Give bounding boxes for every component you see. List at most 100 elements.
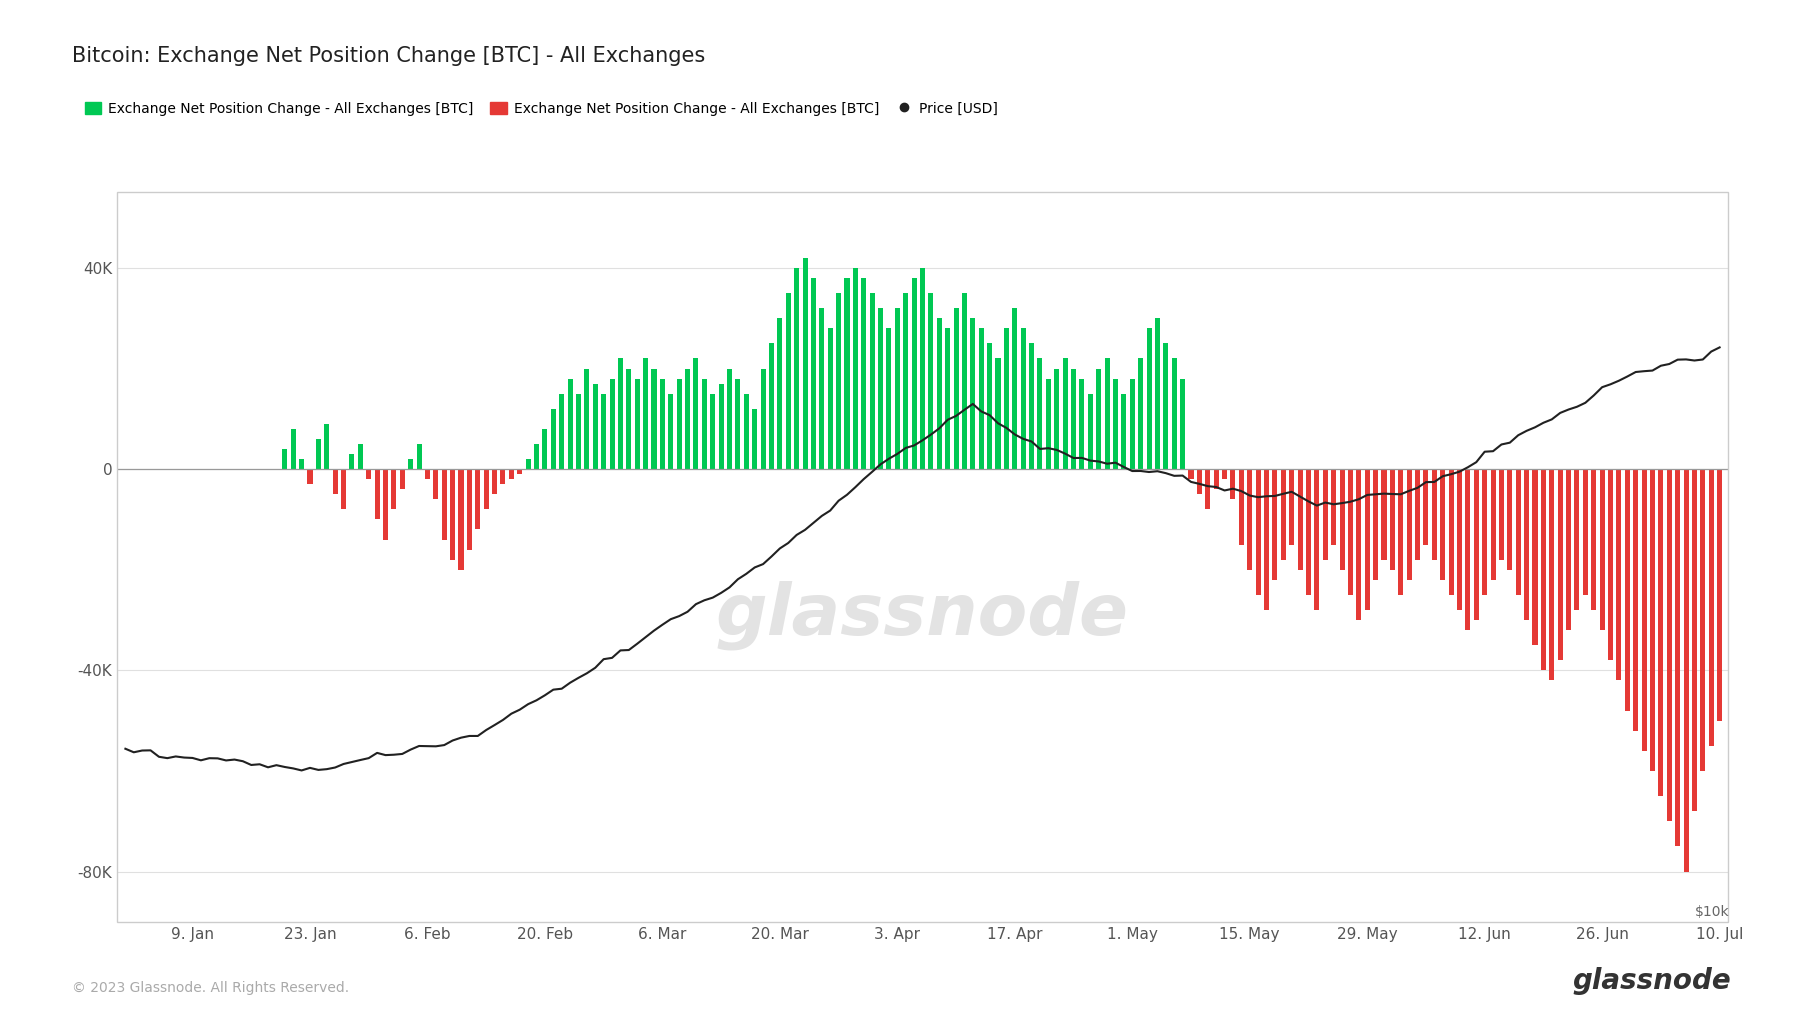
Bar: [1314, 469, 1319, 610]
Bar: [1181, 379, 1184, 469]
Bar: [1566, 469, 1571, 630]
Bar: [1130, 379, 1134, 469]
Bar: [1055, 369, 1058, 469]
Bar: [1667, 469, 1672, 822]
Bar: [466, 469, 472, 550]
Bar: [1206, 469, 1210, 510]
Bar: [526, 459, 531, 469]
Bar: [1080, 379, 1084, 469]
Bar: [1481, 469, 1487, 595]
Bar: [986, 343, 992, 469]
Bar: [643, 359, 648, 469]
Bar: [1163, 343, 1168, 469]
Bar: [1440, 469, 1445, 579]
Bar: [617, 359, 623, 469]
Bar: [484, 469, 490, 510]
Bar: [661, 379, 664, 469]
Bar: [1525, 469, 1530, 620]
Bar: [542, 428, 547, 469]
Bar: [1550, 469, 1555, 681]
Bar: [718, 384, 724, 469]
Bar: [450, 469, 455, 559]
Text: glassnode: glassnode: [1573, 966, 1732, 995]
Bar: [1507, 469, 1512, 569]
Bar: [535, 444, 538, 469]
Bar: [1121, 394, 1127, 469]
Bar: [1541, 469, 1546, 671]
Bar: [1465, 469, 1471, 630]
Bar: [911, 278, 916, 469]
Bar: [349, 454, 355, 469]
Bar: [1323, 469, 1328, 559]
Bar: [970, 318, 976, 469]
Bar: [853, 267, 859, 469]
Bar: [812, 278, 815, 469]
Bar: [995, 359, 1001, 469]
Bar: [1651, 469, 1654, 771]
Bar: [1273, 469, 1278, 579]
Bar: [1188, 469, 1193, 479]
Bar: [576, 394, 581, 469]
Bar: [769, 343, 774, 469]
Bar: [416, 444, 421, 469]
Bar: [904, 293, 909, 469]
Bar: [869, 293, 875, 469]
Bar: [878, 308, 884, 469]
Bar: [1021, 328, 1026, 469]
Bar: [1692, 469, 1697, 811]
Bar: [409, 459, 414, 469]
Bar: [1256, 469, 1260, 595]
Bar: [299, 459, 304, 469]
Bar: [1449, 469, 1454, 595]
Bar: [787, 293, 790, 469]
Bar: [491, 469, 497, 494]
Bar: [475, 469, 481, 530]
Bar: [308, 469, 313, 484]
Bar: [1399, 469, 1404, 595]
Bar: [425, 469, 430, 479]
Bar: [727, 369, 733, 469]
Bar: [1037, 359, 1042, 469]
Bar: [1332, 469, 1336, 545]
Bar: [1516, 469, 1521, 595]
Bar: [1096, 369, 1102, 469]
Bar: [1339, 469, 1345, 569]
Bar: [844, 278, 850, 469]
Bar: [290, 428, 295, 469]
Bar: [117, 192, 1728, 922]
Bar: [920, 267, 925, 469]
Bar: [1172, 359, 1177, 469]
Bar: [601, 394, 607, 469]
Bar: [819, 308, 824, 469]
Bar: [1004, 328, 1010, 469]
Bar: [365, 469, 371, 479]
Bar: [954, 308, 959, 469]
Bar: [794, 267, 799, 469]
Bar: [668, 394, 673, 469]
Bar: [1213, 469, 1219, 489]
Bar: [459, 469, 464, 569]
Bar: [1708, 469, 1714, 746]
Text: Bitcoin: Exchange Net Position Change [BTC] - All Exchanges: Bitcoin: Exchange Net Position Change [B…: [72, 46, 706, 66]
Bar: [1683, 469, 1688, 871]
Bar: [592, 384, 598, 469]
Bar: [509, 469, 513, 479]
Bar: [1046, 379, 1051, 469]
Bar: [358, 444, 364, 469]
Bar: [1474, 469, 1480, 620]
Bar: [1557, 469, 1562, 660]
Bar: [1456, 469, 1462, 610]
Bar: [1030, 343, 1033, 469]
Bar: [1390, 469, 1395, 569]
Bar: [374, 469, 380, 520]
Bar: [652, 369, 657, 469]
Bar: [1424, 469, 1429, 545]
Bar: [1112, 379, 1118, 469]
Bar: [1156, 318, 1159, 469]
Bar: [1676, 469, 1679, 847]
Bar: [1701, 469, 1705, 771]
Bar: [1264, 469, 1269, 610]
Bar: [635, 379, 639, 469]
Bar: [340, 469, 346, 510]
Bar: [441, 469, 446, 540]
